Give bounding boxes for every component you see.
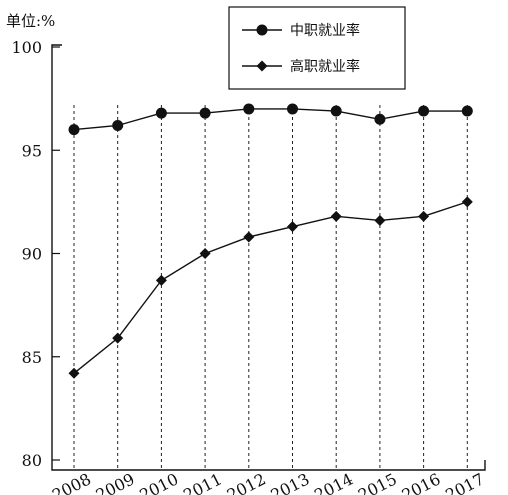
- y-tick-label: 85: [22, 348, 42, 367]
- series-line-0: [73, 108, 468, 131]
- data-point-0: [418, 105, 430, 117]
- data-point-0: [155, 107, 167, 119]
- data-point-0: [68, 124, 80, 136]
- data-point-1: [330, 210, 342, 222]
- vertical-gridlines: [73, 105, 468, 470]
- legend-label-1: 高职就业率: [290, 58, 360, 75]
- data-point-0: [330, 105, 342, 117]
- y-axis-ticks: 80 85 90 95 100: [11, 38, 60, 470]
- legend: 中职就业率 高职就业率: [228, 6, 406, 90]
- data-point-0: [199, 107, 211, 119]
- x-tick-label: 2013: [268, 469, 313, 495]
- unit-label: 单位:%: [6, 12, 55, 30]
- x-tick-label: 2016: [399, 469, 444, 495]
- data-point-0: [287, 103, 298, 115]
- y-tick-label: 95: [22, 141, 42, 160]
- x-tick-label: 2008: [49, 469, 94, 495]
- legend-marker-circle: [256, 24, 268, 36]
- legend-box: [228, 6, 406, 90]
- data-point-0: [243, 103, 255, 115]
- y-tick-label: 100: [11, 38, 42, 57]
- x-tick-label: 2009: [93, 469, 138, 495]
- legend-marker-diamond: [256, 60, 268, 72]
- x-tick-label: 2014: [311, 469, 356, 495]
- axes: [51, 44, 486, 471]
- x-tick-label: 2012: [224, 469, 269, 495]
- data-point-1: [155, 274, 167, 286]
- data-point-1: [199, 248, 211, 259]
- axis-frame: [51, 44, 486, 471]
- x-tick-label: 2017: [442, 469, 487, 495]
- series-line-1: [73, 201, 468, 374]
- x-tick-label: 2015: [355, 469, 400, 495]
- data-point-1: [243, 231, 255, 243]
- data-point-1: [287, 221, 298, 233]
- data-point-1: [68, 367, 80, 379]
- x-tick-label: 2011: [180, 469, 225, 495]
- series-group: [68, 103, 473, 379]
- data-point-1: [112, 332, 124, 344]
- data-point-1: [374, 214, 386, 226]
- y-tick-label: 90: [22, 245, 42, 264]
- data-point-0: [374, 113, 386, 125]
- data-point-1: [418, 210, 430, 222]
- x-tick-label: 2010: [136, 469, 181, 495]
- legend-label-0: 中职就业率: [290, 22, 360, 39]
- data-point-0: [112, 119, 124, 131]
- data-point-0: [461, 105, 473, 117]
- y-tick-label: 80: [22, 451, 42, 470]
- data-point-1: [461, 196, 473, 208]
